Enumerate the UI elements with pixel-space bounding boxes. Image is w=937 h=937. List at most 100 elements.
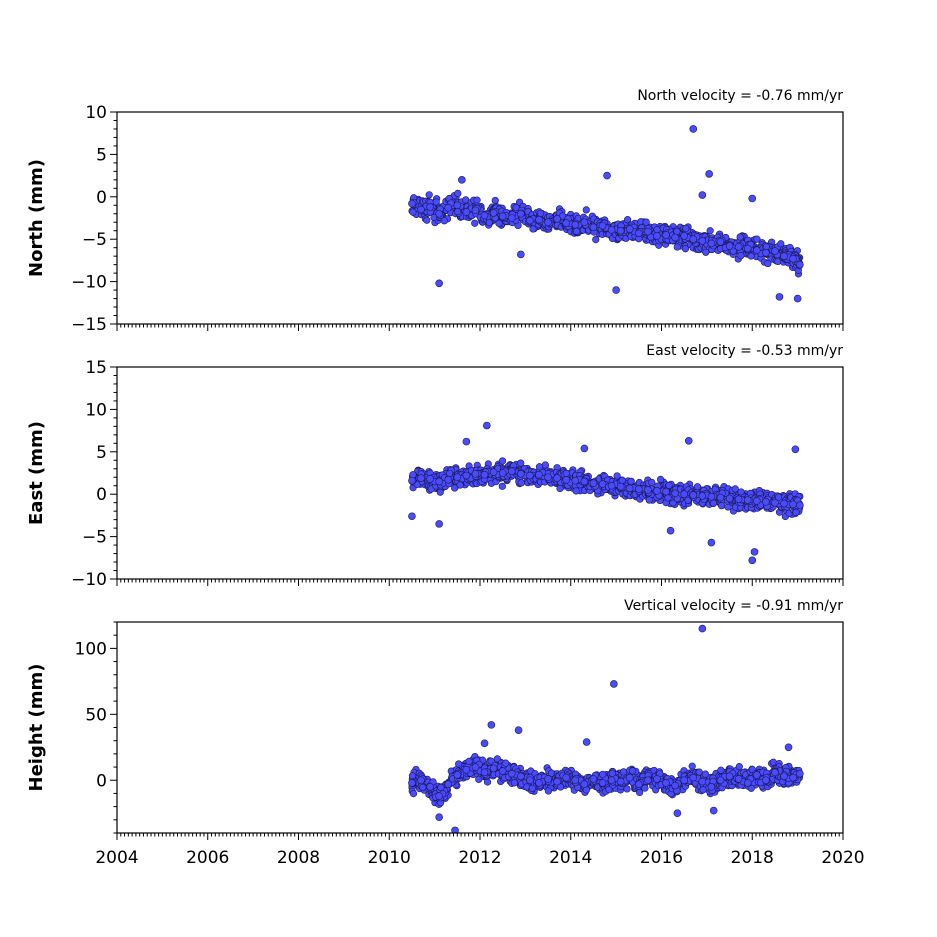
north-point — [426, 203, 434, 211]
east-point — [709, 499, 718, 507]
east-point — [553, 474, 561, 482]
height-point — [608, 769, 616, 777]
north-point — [706, 227, 714, 235]
height-point — [771, 768, 779, 777]
height-points — [408, 624, 804, 833]
height-point — [734, 775, 743, 783]
north-y-tick-label: −15 — [71, 315, 107, 335]
east-y-tick-label: 5 — [96, 443, 107, 463]
north-y-tick-label: 0 — [96, 188, 107, 208]
height-point — [562, 773, 571, 782]
x-tick-label: 2020 — [821, 848, 864, 868]
north-point — [409, 208, 417, 216]
height-outlier-point — [582, 738, 591, 746]
height-point — [553, 777, 561, 786]
north-y-tick-label: −10 — [71, 273, 107, 293]
north-point — [729, 247, 737, 255]
height-point — [636, 788, 644, 797]
east-y-axis-label: East (mm) — [26, 421, 47, 525]
height-point — [701, 770, 710, 778]
north-point — [702, 248, 710, 256]
height-outlier-point — [610, 680, 618, 688]
east-point — [562, 475, 571, 484]
north-point — [480, 211, 489, 220]
east-point — [707, 492, 716, 501]
north-point — [635, 229, 643, 238]
height-point — [699, 786, 707, 794]
north-point — [432, 198, 440, 206]
east-point — [644, 486, 652, 494]
east-outlier-point — [666, 526, 675, 535]
north-point — [789, 254, 797, 263]
east-point — [556, 484, 564, 493]
east-point — [541, 461, 550, 469]
height-point — [735, 763, 743, 771]
east-point — [613, 472, 621, 480]
height-point — [544, 775, 552, 783]
height-point — [698, 777, 707, 786]
east-point — [535, 463, 544, 471]
height-point — [444, 780, 453, 789]
east-point — [562, 469, 570, 477]
east-outlier-point — [580, 444, 589, 453]
height-point — [607, 776, 616, 785]
height-point — [589, 775, 598, 783]
north-point — [616, 226, 625, 235]
east-point — [408, 476, 416, 485]
north-point — [507, 214, 516, 222]
east-point — [517, 470, 525, 478]
north-point — [598, 221, 607, 230]
east-point — [498, 457, 507, 465]
north-y-tick-label: 5 — [96, 145, 107, 165]
north-outlier-point — [698, 191, 707, 199]
east-point — [462, 471, 471, 480]
east-point — [471, 470, 480, 478]
east-point — [456, 481, 464, 489]
east-point — [451, 484, 459, 492]
height-point — [419, 783, 427, 792]
x-tick-label: 2008 — [277, 848, 320, 868]
north-point — [553, 215, 561, 223]
north-point — [562, 219, 571, 227]
height-point — [502, 759, 510, 767]
height-outlier-point — [451, 826, 459, 833]
east-point — [517, 479, 525, 487]
east-y-tick-label: 0 — [96, 485, 107, 505]
east-point — [717, 502, 726, 510]
north-point — [435, 209, 443, 218]
x-tick-label: 2006 — [186, 848, 229, 868]
east-point — [737, 488, 745, 496]
x-tick-label: 2010 — [368, 848, 411, 868]
north-outlier-point — [603, 171, 611, 180]
height-point — [417, 776, 425, 785]
x-tick-label: 2004 — [95, 848, 138, 868]
north-point — [673, 243, 681, 251]
east-point — [489, 468, 498, 476]
height-point — [716, 776, 725, 785]
height-point — [580, 780, 589, 789]
north-point — [737, 252, 745, 260]
north-point — [653, 226, 661, 234]
height-point — [535, 779, 543, 787]
north-point — [462, 208, 471, 216]
east-outlier-point — [435, 520, 443, 528]
north-outlier-point — [435, 279, 443, 288]
east-point — [693, 483, 702, 491]
height-point — [789, 773, 797, 782]
north-outlier-point — [612, 286, 620, 294]
north-point — [471, 206, 480, 215]
east-point — [417, 474, 425, 482]
east-y-tick-label: −10 — [71, 570, 107, 590]
north-point — [682, 224, 690, 232]
north-point — [796, 260, 804, 269]
north-point — [485, 218, 493, 227]
east-point — [589, 479, 598, 487]
east-y-tick-label: 10 — [85, 400, 107, 420]
east-point — [498, 469, 507, 477]
north-outlier-point — [517, 250, 525, 259]
north-point — [716, 237, 725, 246]
east-point — [664, 494, 672, 502]
north-outlier-point — [793, 294, 802, 303]
height-outlier-point — [784, 743, 793, 752]
